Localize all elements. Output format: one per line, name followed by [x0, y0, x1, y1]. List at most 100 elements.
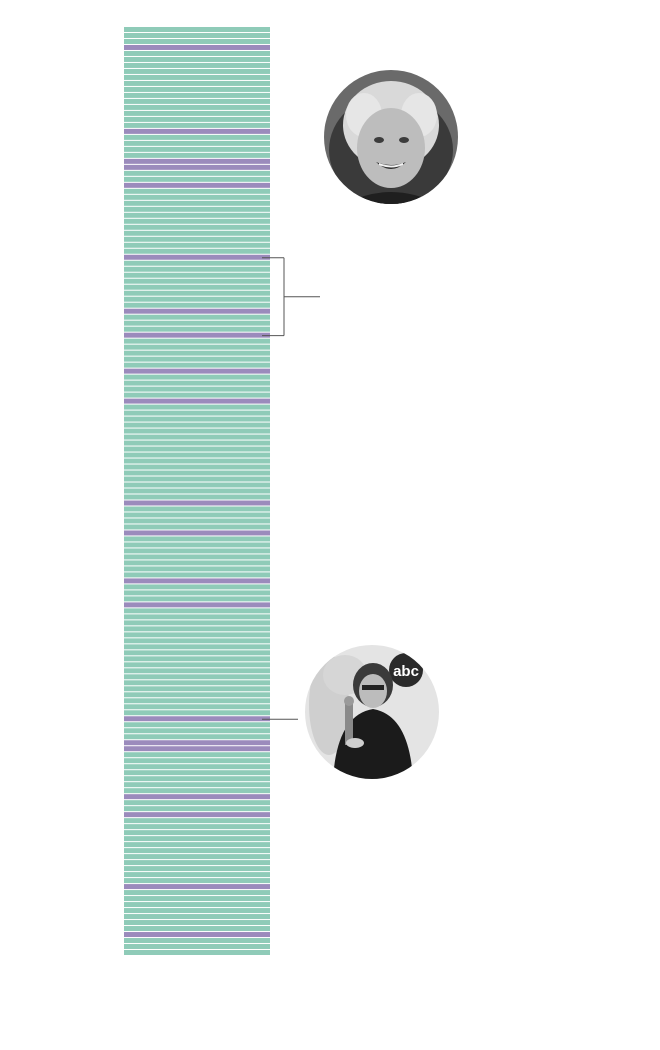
- row-bar: [124, 320, 270, 326]
- row-bar: [124, 734, 270, 740]
- row-bar: [124, 776, 270, 782]
- row-bar: [124, 50, 270, 56]
- row-bar: [124, 710, 270, 716]
- row-bar: [124, 56, 270, 62]
- row-bar: [124, 608, 270, 614]
- row-bar: [124, 62, 270, 68]
- row-bar: [124, 686, 270, 692]
- row-bar: [124, 566, 270, 572]
- row-bar: [124, 722, 270, 728]
- row-bar: [124, 27, 270, 32]
- portrait-photo-1: [324, 70, 458, 204]
- row-bar: [124, 74, 270, 80]
- row-bar: [124, 488, 270, 494]
- row-bar: [124, 338, 270, 344]
- row-bar: [124, 674, 270, 680]
- abc-logo: abc: [393, 663, 419, 680]
- row-bar: [124, 872, 270, 878]
- row-bar: [124, 146, 270, 152]
- row-bar: [124, 626, 270, 632]
- row-bar: [124, 410, 270, 416]
- row-bar: [124, 848, 270, 854]
- row-bar: [124, 908, 270, 914]
- row-bar: [124, 764, 270, 770]
- row-bar: [124, 248, 270, 254]
- row-bar: [124, 836, 270, 842]
- row-bar-highlighted: [124, 884, 270, 890]
- row-bar: [124, 560, 270, 566]
- row-bar-highlighted: [124, 530, 270, 536]
- row-bar-highlighted: [124, 128, 270, 134]
- row-bar-highlighted: [124, 398, 270, 404]
- row-bar: [124, 638, 270, 644]
- row-bar-highlighted: [124, 164, 270, 170]
- row-bar: [124, 476, 270, 482]
- row-bar: [124, 170, 270, 176]
- row-bar: [124, 824, 270, 830]
- row-bar: [124, 122, 270, 128]
- row-bar: [124, 416, 270, 422]
- row-bar: [124, 152, 270, 158]
- row-bar: [124, 656, 270, 662]
- row-bar-highlighted: [124, 932, 270, 938]
- row-bar: [124, 554, 270, 560]
- row-bar: [124, 86, 270, 92]
- row-bar-highlighted: [124, 158, 270, 164]
- row-bar: [124, 176, 270, 182]
- row-bar-highlighted: [124, 368, 270, 374]
- row-bar: [124, 116, 270, 122]
- row-bar: [124, 902, 270, 908]
- row-bar: [124, 920, 270, 926]
- row-bar: [124, 218, 270, 224]
- row-bar: [124, 542, 270, 548]
- row-bar: [124, 524, 270, 530]
- row-bar: [124, 806, 270, 812]
- row-bar: [124, 362, 270, 368]
- row-bar: [124, 200, 270, 206]
- row-bar: [124, 212, 270, 218]
- row-bar-highlighted: [124, 578, 270, 584]
- row-bar: [124, 296, 270, 302]
- row-bar: [124, 224, 270, 230]
- row-bar-highlighted: [124, 308, 270, 314]
- portrait-photo-2: abc: [305, 645, 439, 779]
- row-bar: [124, 32, 270, 38]
- row-bar: [124, 194, 270, 200]
- row-bar: [124, 404, 270, 410]
- row-bar: [124, 434, 270, 440]
- row-bar-highlighted: [124, 182, 270, 188]
- row-bar: [124, 860, 270, 866]
- row-bar: [124, 278, 270, 284]
- row-bar: [124, 356, 270, 362]
- row-bar: [124, 650, 270, 656]
- row-bar: [124, 236, 270, 242]
- row-bar: [124, 800, 270, 806]
- row-bar-highlighted: [124, 44, 270, 50]
- row-bar: [124, 896, 270, 902]
- row-bar: [124, 668, 270, 674]
- row-bar-highlighted: [124, 332, 270, 338]
- row-bar: [124, 242, 270, 248]
- row-bar: [124, 422, 270, 428]
- row-bar: [124, 704, 270, 710]
- row-bar: [124, 944, 270, 950]
- row-bar: [124, 206, 270, 212]
- row-bar: [124, 344, 270, 350]
- row-bar: [124, 854, 270, 860]
- row-bar: [124, 926, 270, 932]
- row-bar: [124, 662, 270, 668]
- row-bar: [124, 98, 270, 104]
- row-bar: [124, 866, 270, 872]
- row-bar-highlighted: [124, 254, 270, 260]
- row-bar: [124, 572, 270, 578]
- row-bar-highlighted: [124, 740, 270, 746]
- row-bar: [124, 758, 270, 764]
- row-bar: [124, 548, 270, 554]
- row-bar: [124, 302, 270, 308]
- row-bar: [124, 518, 270, 524]
- row-bar: [124, 134, 270, 140]
- row-bar: [124, 38, 270, 44]
- row-bar: [124, 458, 270, 464]
- row-bar-highlighted: [124, 812, 270, 818]
- row-bar-highlighted: [124, 602, 270, 608]
